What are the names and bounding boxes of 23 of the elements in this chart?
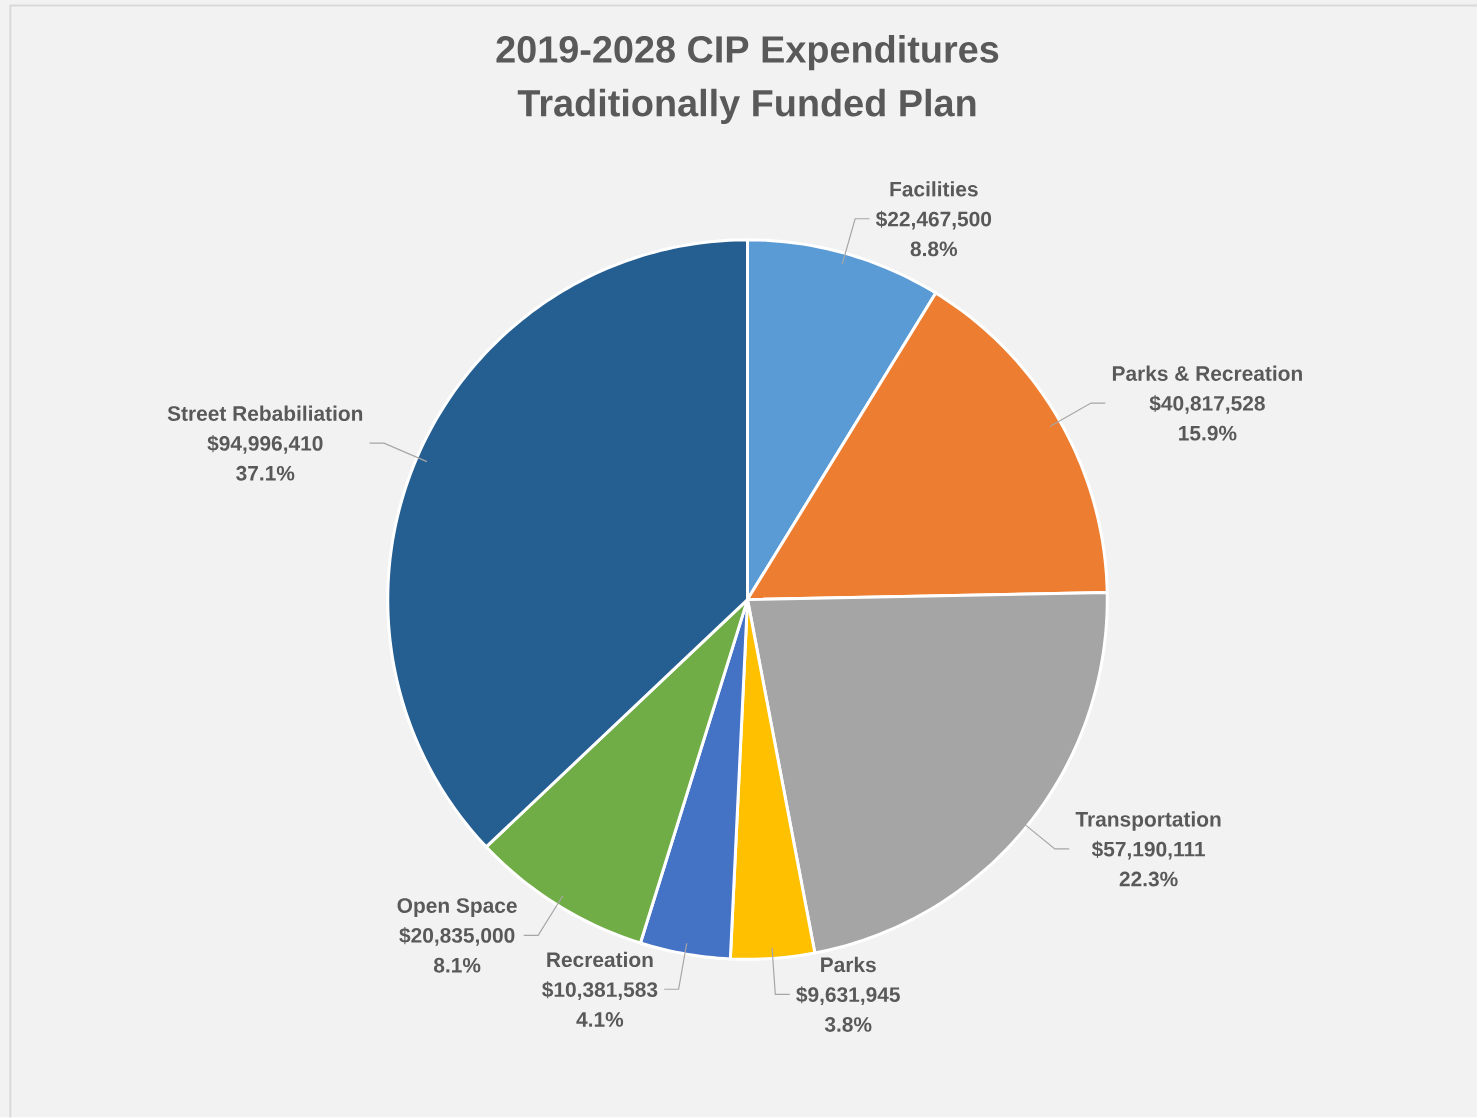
slice-label: Parks — [821, 956, 876, 973]
slice-label: Open Space — [397, 898, 517, 917]
text: 37.1% — [236, 465, 295, 481]
data-label: $20,835,000 — [399, 926, 515, 946]
data-label: $10,381,583 — [542, 981, 658, 1000]
text: 4.1% — [576, 1012, 624, 1027]
slice-label: Parks & Recreation — [1112, 365, 1302, 381]
text: 8.1% — [433, 957, 481, 973]
text: 22.3% — [1119, 871, 1178, 887]
text: 8.8% — [910, 241, 958, 257]
slice-label: Recreation — [547, 951, 653, 968]
data-label: $94,996,410 — [207, 434, 323, 454]
data-label: $9,631,945 — [796, 986, 900, 1005]
text: 15.9% — [1179, 425, 1237, 441]
text: 3.8% — [824, 1016, 872, 1032]
slice-label: Street Rebabiliation — [167, 405, 363, 421]
slice-label: Facilities — [890, 181, 978, 197]
slice-label: Transportation — [1075, 811, 1221, 831]
chart-title: 2019-2028 CIP Expenditures — [496, 34, 999, 71]
data-label: $57,190,111 — [1091, 840, 1205, 860]
data-label: $40,817,528 — [1149, 394, 1265, 414]
chart-subtitle: Traditionally Funded Plan — [517, 88, 976, 124]
data-label: $22,467,500 — [875, 210, 992, 230]
